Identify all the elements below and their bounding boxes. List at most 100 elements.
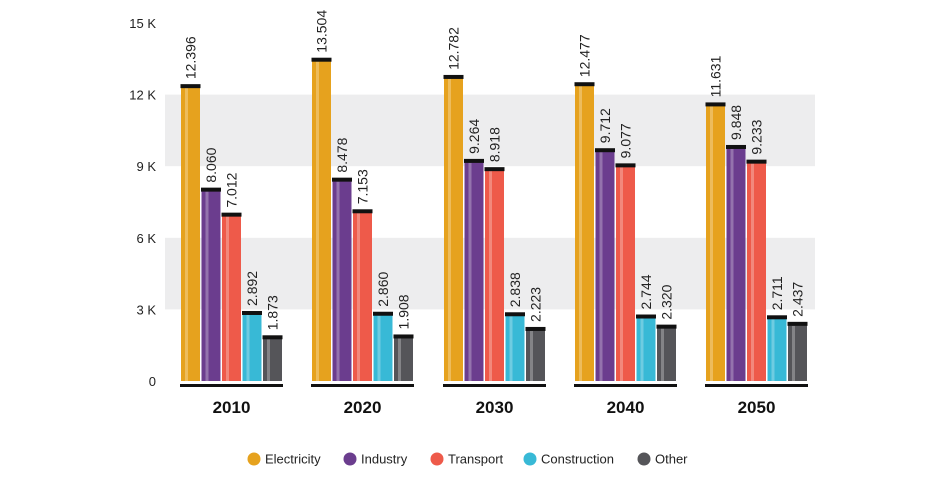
bar-highlight xyxy=(620,167,623,381)
legend-swatch-electricity xyxy=(247,452,261,466)
value-label-transport-2050: 9.233 xyxy=(749,119,765,154)
value-label-electricity-2010: 12.396 xyxy=(183,36,199,79)
bar-cap xyxy=(726,144,746,149)
value-label-transport-2020: 7.153 xyxy=(355,169,371,204)
value-label-transport-2040: 9.077 xyxy=(618,123,634,158)
value-label-construction-2030: 2.838 xyxy=(507,272,523,307)
bar-transport-2050 xyxy=(747,160,766,381)
bar-highlight xyxy=(316,61,319,382)
value-label-construction-2050: 2.711 xyxy=(769,276,785,310)
bar-other-2010 xyxy=(263,336,282,381)
value-label-construction-2020: 2.860 xyxy=(375,271,391,306)
bar-construction-2030 xyxy=(505,313,525,381)
bar-cap xyxy=(787,321,808,326)
bar-highlight xyxy=(599,152,603,381)
bar-cap xyxy=(484,167,505,172)
bar-industry-2030 xyxy=(464,159,484,381)
y-tick-label: 0 xyxy=(149,374,156,389)
legend-swatch-construction xyxy=(523,452,537,466)
bar-highlight xyxy=(710,106,713,381)
legend-label-industry: Industry xyxy=(361,452,408,467)
bar-highlight xyxy=(185,88,188,381)
bar-other-2040 xyxy=(657,325,676,381)
value-label-construction-2010: 2.892 xyxy=(244,271,260,306)
category-label-2030: 2030 xyxy=(476,398,514,417)
legend-swatch-other xyxy=(637,452,651,466)
value-label-electricity-2050: 11.631 xyxy=(708,55,724,97)
bar-electricity-2010 xyxy=(181,85,200,381)
bar-highlight xyxy=(579,86,582,381)
bar-highlight xyxy=(730,148,734,381)
bar-industry-2010 xyxy=(201,188,221,381)
bar-other-2030 xyxy=(526,327,545,381)
bar-highlight xyxy=(357,213,360,381)
bar-other-2050 xyxy=(788,322,807,381)
value-label-industry-2050: 9.848 xyxy=(728,105,744,140)
value-label-industry-2010: 8.060 xyxy=(203,147,219,182)
bar-electricity-2030 xyxy=(444,75,463,381)
bar-cap xyxy=(332,177,352,182)
bar-transport-2030 xyxy=(485,168,504,381)
bar-industry-2040 xyxy=(595,149,615,381)
bar-industry-2020 xyxy=(332,178,352,381)
legend-label-transport: Transport xyxy=(448,452,504,467)
value-label-other-2030: 2.223 xyxy=(528,287,544,322)
value-label-other-2020: 1.908 xyxy=(396,294,412,329)
legend-swatch-industry xyxy=(343,452,357,466)
category-underline xyxy=(443,384,546,387)
value-label-industry-2030: 9.264 xyxy=(466,119,482,154)
y-axis: 0 3 K 6 K 9 K 12 K 15 K xyxy=(129,16,156,389)
value-label-other-2050: 2.437 xyxy=(790,282,806,317)
legend-label-construction: Construction xyxy=(541,452,614,467)
bar-cap xyxy=(615,163,636,168)
bar-construction-2010 xyxy=(242,311,262,381)
value-label-electricity-2030: 12.782 xyxy=(446,27,462,70)
bar-highlight xyxy=(226,216,229,381)
bar-highlight xyxy=(246,314,250,381)
bar-highlight xyxy=(661,328,664,381)
y-tick-label: 12 K xyxy=(129,88,156,103)
bar-electricity-2040 xyxy=(575,83,594,381)
bar-highlight xyxy=(377,315,381,381)
bar-highlight xyxy=(448,78,451,381)
bar-cap xyxy=(705,102,726,107)
bar-electricity-2050 xyxy=(706,103,725,381)
bar-cap xyxy=(443,74,464,79)
bar-highlight xyxy=(489,171,492,381)
bar-construction-2050 xyxy=(767,316,787,381)
bar-highlight xyxy=(640,318,644,381)
bar-industry-2050 xyxy=(726,145,746,381)
legend: Electricity Industry Transport Construction… xyxy=(247,452,688,467)
legend-label-other: Other xyxy=(655,452,688,467)
bar-cap xyxy=(201,187,221,192)
bar-cap xyxy=(311,57,332,62)
bar-construction-2020 xyxy=(373,312,393,381)
value-label-transport-2010: 7.012 xyxy=(224,172,240,207)
bar-electricity-2020 xyxy=(312,58,331,382)
y-tick-label: 3 K xyxy=(136,302,156,317)
bar-cap xyxy=(373,311,393,316)
bar-cap xyxy=(656,324,677,329)
x-axis: 2010 2020 2030 2040 2050 xyxy=(180,384,808,417)
bar-cap xyxy=(767,315,787,320)
y-tick-label: 15 K xyxy=(129,16,156,31)
category-label-2020: 2020 xyxy=(344,398,382,417)
category-underline xyxy=(574,384,677,387)
category-underline xyxy=(180,384,283,387)
value-label-industry-2020: 8.478 xyxy=(334,137,350,172)
category-underline xyxy=(311,384,414,387)
bar-transport-2020 xyxy=(353,210,372,381)
bar-other-2020 xyxy=(394,335,413,381)
y-tick-label: 9 K xyxy=(136,159,156,174)
bar-transport-2040 xyxy=(616,164,635,381)
bar-highlight xyxy=(398,338,401,381)
bar-highlight xyxy=(205,191,209,381)
bar-transport-2010 xyxy=(222,213,241,381)
bars: 12.396 8.060 7.012 2.892 1.873 13.504 8.478 7.1… xyxy=(180,10,808,382)
y-tick-label: 6 K xyxy=(136,231,156,246)
value-label-electricity-2020: 13.504 xyxy=(314,10,330,53)
bar-cap xyxy=(574,82,595,87)
value-label-transport-2030: 8.918 xyxy=(487,127,503,162)
bar-cap xyxy=(746,159,767,164)
